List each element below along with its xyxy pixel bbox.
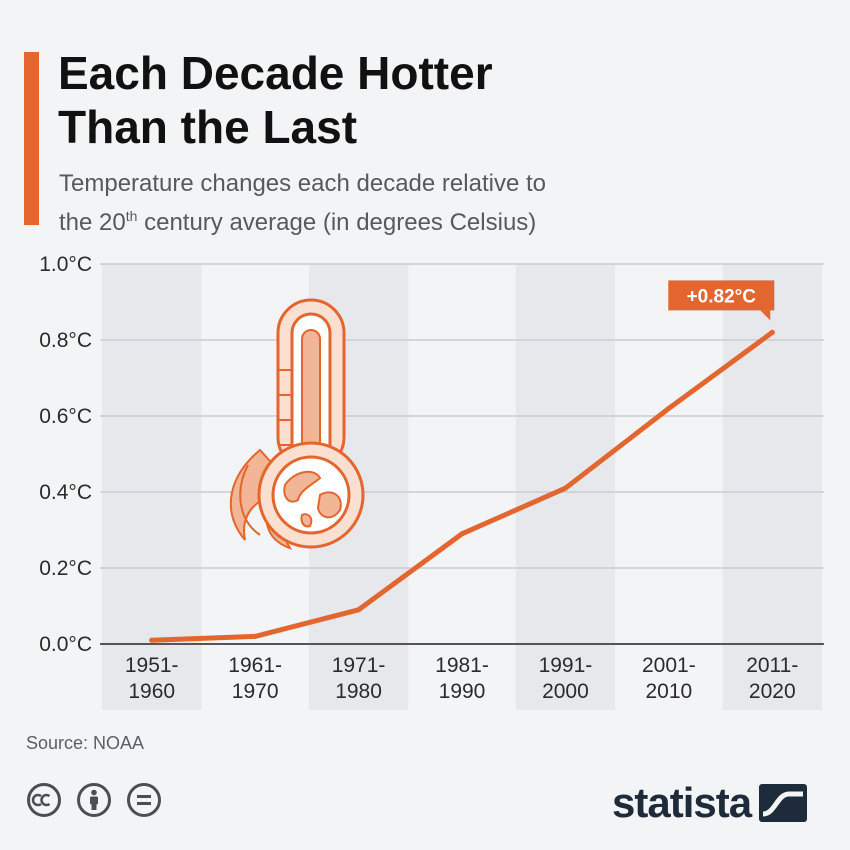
- x-axis-ticks: 1951-1960 1961-1970 1971-1980 1981-1990 1991…: [125, 654, 799, 703]
- subtitle-line-2b: century average (in degrees Celsius): [137, 209, 537, 236]
- subtitle-superscript: th: [125, 208, 138, 224]
- data-point: [459, 531, 465, 537]
- accent-bar: [24, 52, 39, 225]
- data-point: [666, 405, 672, 411]
- annotation-box: [668, 280, 775, 311]
- data-point: [356, 607, 362, 613]
- thermometer-globe-icon: [229, 298, 365, 550]
- y-tick-label: 0.0°C: [39, 633, 92, 656]
- annotation-pointer: [760, 310, 771, 321]
- y-tick-label: 0.8°C: [39, 329, 92, 352]
- no-derivatives-icon[interactable]: [126, 782, 162, 818]
- statista-wordmark: statista: [612, 779, 752, 826]
- cc-icon[interactable]: [26, 782, 62, 818]
- x-tick-label: 1981-1990: [435, 654, 489, 703]
- title-line-2: Than the Last: [58, 101, 358, 153]
- data-point: [149, 637, 155, 643]
- y-tick-label: 0.4°C: [39, 481, 92, 504]
- x-tick-label: 2001-2010: [642, 654, 696, 703]
- subtitle-line-2a: the 20: [59, 209, 126, 236]
- y-tick-label: 0.2°C: [39, 557, 92, 580]
- column-band: [722, 264, 822, 710]
- data-point: [562, 485, 568, 491]
- data-point: [252, 633, 258, 639]
- title-line-1: Each Decade Hotter: [58, 47, 493, 99]
- value-annotation: +0.82°C: [668, 280, 775, 321]
- chart-title: Each Decade Hotter Than the Last: [58, 46, 778, 154]
- source-note: Source: NOAA: [26, 733, 145, 753]
- y-tick-label: 1.0°C: [39, 253, 92, 276]
- y-tick-label: 0.6°C: [39, 405, 92, 428]
- statista-logo[interactable]: statista: [612, 778, 808, 828]
- annotation-label: +0.82°C: [687, 286, 757, 307]
- x-tick-label: 2011-2020: [746, 654, 798, 703]
- y-axis-ticks: 0.0°C 0.2°C 0.4°C 0.6°C 0.8°C 1.0°C: [39, 253, 92, 656]
- x-tick-label: 1991-2000: [539, 654, 593, 703]
- chart-subtitle: Temperature changes each decade relative…: [59, 168, 799, 239]
- attribution-icon[interactable]: [76, 782, 112, 818]
- grid-lines: [100, 263, 824, 645]
- x-tick-label: 1961-1970: [228, 654, 282, 703]
- subtitle-line-1: Temperature changes each decade relative…: [59, 170, 546, 197]
- column-band: [102, 264, 202, 710]
- x-tick-label: 1971-1980: [332, 654, 386, 703]
- statista-logo-icon: [759, 784, 808, 822]
- data-point: [769, 329, 775, 335]
- series-points: [149, 329, 775, 643]
- x-tick-label: 1951-1960: [125, 654, 179, 703]
